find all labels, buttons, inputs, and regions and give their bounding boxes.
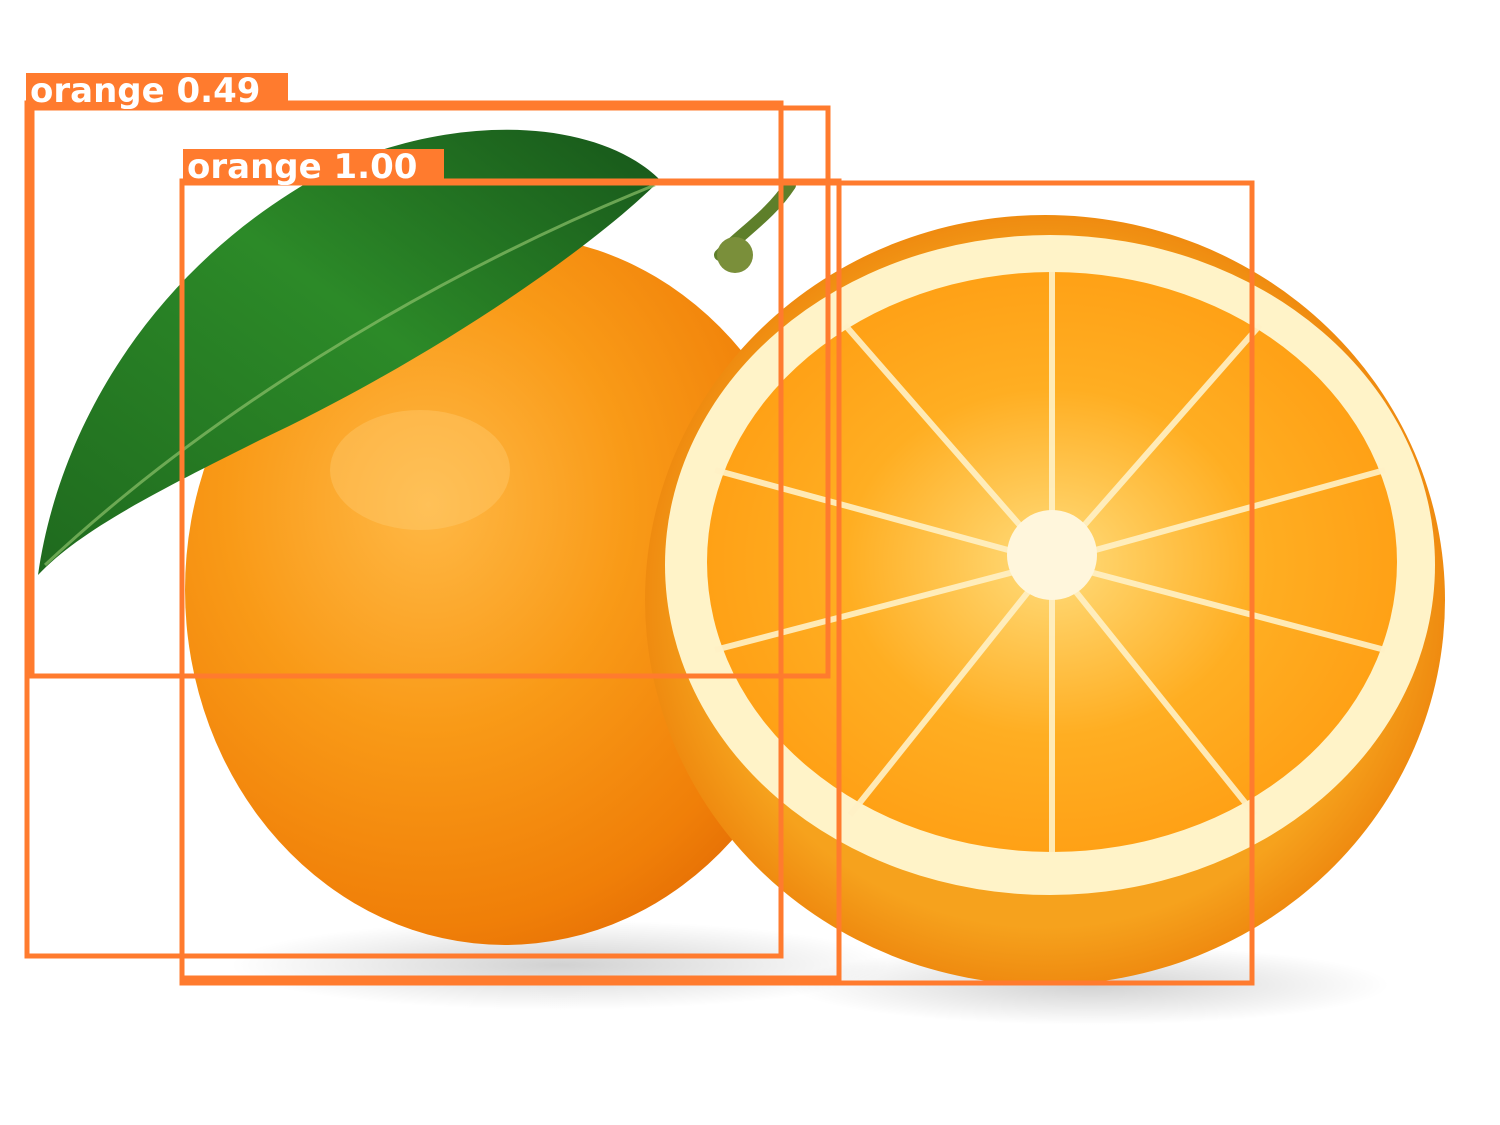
detection-boxes xyxy=(24,100,1255,986)
detection-box-2 xyxy=(29,105,831,679)
detection-box-1 xyxy=(24,100,784,959)
halved-orange xyxy=(645,215,1445,985)
detection-label-2-text: orange 1.00 xyxy=(187,149,418,185)
detection-box-4 xyxy=(179,180,1255,986)
detection-label-1: orange 0.49 xyxy=(26,73,288,109)
detection-label-1-text: orange 0.49 xyxy=(30,73,261,109)
leaf xyxy=(38,129,660,575)
detection-label-2: orange 1.00 xyxy=(183,149,444,185)
whole-orange xyxy=(185,179,825,945)
